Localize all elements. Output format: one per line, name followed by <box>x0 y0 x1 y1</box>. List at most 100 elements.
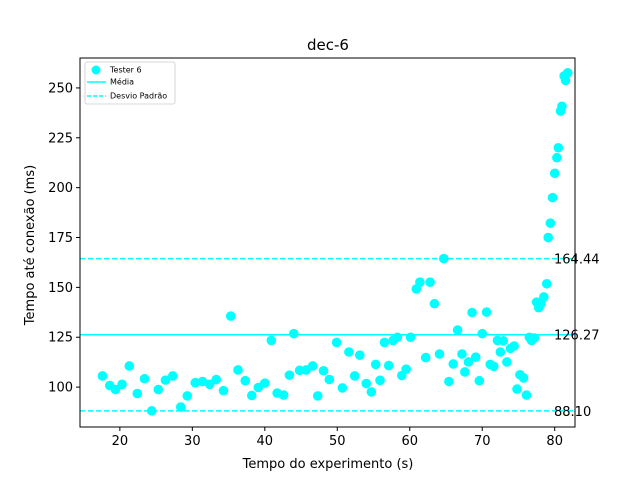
y-tick-label-250: 250 <box>48 81 73 96</box>
y-tick-label-100: 100 <box>48 381 73 396</box>
data-point-4 <box>124 361 135 371</box>
y-tick-label-225: 225 <box>48 131 73 146</box>
data-point-58 <box>444 376 454 387</box>
data-point-32 <box>312 391 323 401</box>
data-point-33 <box>318 365 329 376</box>
data-point-96 <box>557 101 567 112</box>
data-point-43 <box>375 375 385 386</box>
data-point-50 <box>405 332 416 343</box>
x-tick-label-50: 50 <box>329 434 346 449</box>
data-point-21 <box>246 390 257 401</box>
data-point-54 <box>425 277 435 287</box>
data-point-35 <box>331 337 342 348</box>
data-point-76 <box>509 341 519 351</box>
data-point-83 <box>529 333 540 343</box>
data-point-7 <box>146 406 157 416</box>
data-point-47 <box>392 332 403 343</box>
data-point-16 <box>211 374 222 385</box>
data-point-90 <box>545 218 556 228</box>
data-point-9 <box>160 375 171 385</box>
data-point-49 <box>401 364 411 374</box>
data-point-89 <box>543 232 553 243</box>
data-point-88 <box>541 278 552 289</box>
data-point-39 <box>354 350 365 360</box>
data-point-53 <box>420 352 431 363</box>
legend-label-mean: Média <box>110 77 134 87</box>
x-axis: 20 30 40 50 60 70 80 <box>112 427 563 449</box>
hline-label-1: 164.44 <box>554 253 600 268</box>
data-point-37 <box>344 347 354 357</box>
data-point-70 <box>489 361 499 372</box>
data-point-42 <box>370 359 381 370</box>
legend-box <box>84 61 176 105</box>
data-point-41 <box>366 387 377 397</box>
data-point-44 <box>379 337 390 348</box>
data-point-0 <box>97 371 108 381</box>
data-point-8 <box>153 384 164 395</box>
data-point-38 <box>349 371 360 381</box>
data-point-57 <box>439 253 449 264</box>
data-point-5 <box>132 388 143 399</box>
data-point-27 <box>284 370 295 380</box>
legend-label-std: Desvio Padrão <box>110 92 167 101</box>
data-point-62 <box>460 367 470 377</box>
data-point-2 <box>110 384 121 395</box>
data-point-68 <box>481 307 492 317</box>
data-point-3 <box>117 379 127 390</box>
reference-line-labels: 126.27 164.44 88.10 <box>554 253 600 420</box>
data-point-45 <box>383 360 394 371</box>
y-tick-label-150: 150 <box>48 281 73 296</box>
data-point-59 <box>448 359 459 369</box>
data-point-34 <box>324 374 335 385</box>
x-tick-label-80: 80 <box>546 434 563 449</box>
x-tick-label-30: 30 <box>184 434 201 449</box>
data-point-31 <box>307 361 318 371</box>
chart-title: dec-6 <box>307 36 349 54</box>
data-point-11 <box>175 402 186 412</box>
data-point-61 <box>457 349 467 359</box>
data-point-98 <box>560 75 571 86</box>
data-point-14 <box>197 376 208 387</box>
data-point-18 <box>225 311 236 321</box>
data-point-73 <box>498 336 509 346</box>
data-point-26 <box>278 390 289 400</box>
data-point-94 <box>553 142 564 153</box>
data-point-6 <box>139 373 150 384</box>
data-point-28 <box>288 328 299 339</box>
data-point-13 <box>190 377 201 388</box>
plot-frame <box>79 57 576 428</box>
data-point-79 <box>518 373 529 383</box>
data-point-40 <box>361 378 372 389</box>
data-point-52 <box>415 277 425 287</box>
x-tick-label-40: 40 <box>257 434 274 449</box>
x-axis-title: Tempo do experimento (s) <box>242 457 414 472</box>
data-point-63 <box>463 357 474 367</box>
y-tick-label-125: 125 <box>48 331 73 346</box>
x-tick-label-20: 20 <box>112 434 129 449</box>
data-point-65 <box>470 352 481 362</box>
data-point-20 <box>240 375 251 386</box>
data-point-56 <box>434 349 445 359</box>
reference-lines <box>80 257 575 412</box>
legend-marker-series <box>91 65 101 75</box>
data-point-64 <box>467 307 477 318</box>
data-point-12 <box>182 391 193 401</box>
data-point-72 <box>495 347 506 357</box>
data-point-23 <box>260 378 270 388</box>
data-point-87 <box>539 292 549 302</box>
data-points <box>97 67 573 416</box>
data-point-91 <box>547 192 558 203</box>
y-axis: 100 125 150 175 200 225 250 <box>48 81 80 396</box>
hline-label-0: 126.27 <box>554 329 600 344</box>
legend: Tester 6 Média Desvio Padrão <box>84 61 176 105</box>
data-point-92 <box>549 168 560 179</box>
hline-label-2: 88.10 <box>554 405 591 420</box>
y-axis-title: Tempo até conexão (ms) <box>23 165 38 326</box>
data-point-99 <box>562 67 573 78</box>
x-tick-label-70: 70 <box>474 434 491 449</box>
data-point-93 <box>552 152 562 163</box>
data-point-10 <box>167 371 178 381</box>
data-point-74 <box>502 357 512 367</box>
data-point-17 <box>218 385 229 396</box>
